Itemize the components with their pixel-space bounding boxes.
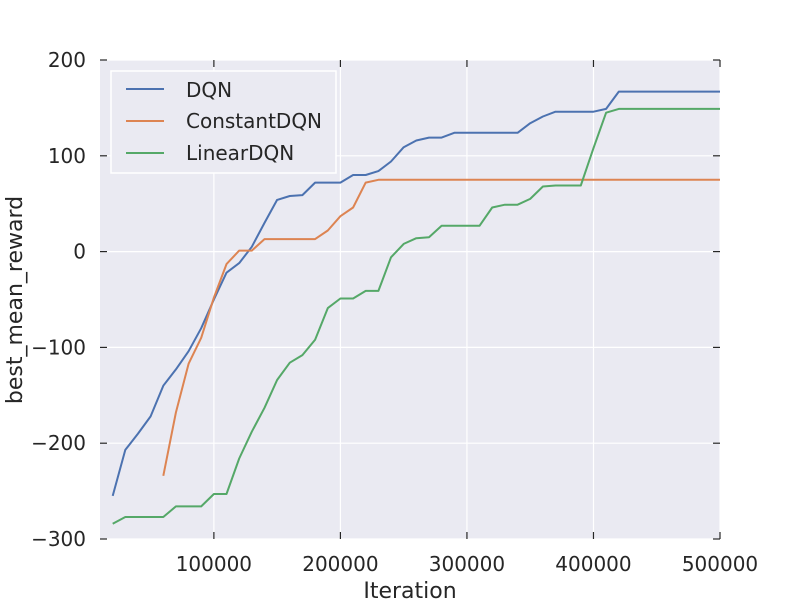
legend-label-dqn: DQN: [186, 78, 232, 102]
y-tick-label: 200: [48, 48, 86, 72]
y-axis-label: best_mean_reward: [3, 196, 28, 404]
y-tick-label: 0: [73, 240, 86, 264]
y-tick-label: 100: [48, 144, 86, 168]
x-tick-label: 300000: [429, 552, 505, 576]
axis-ticks: [100, 59, 721, 540]
x-tick-label: 400000: [555, 552, 631, 576]
x-tick-label: 100000: [176, 552, 252, 576]
y-tick-labels: −300 −200 −100 0 100 200: [31, 48, 86, 551]
y-tick-label: −300: [31, 527, 86, 551]
series-line-constantdqn: [162, 178, 720, 476]
y-tick-label: −200: [31, 431, 86, 455]
legend-label-constantdqn: ConstantDQN: [186, 109, 322, 133]
x-tick-labels: 100000 200000 300000 400000 500000: [176, 552, 758, 576]
series-line-lineardqn: [112, 107, 720, 525]
x-axis-label: Iteration: [363, 579, 456, 600]
x-tick-label: 200000: [302, 552, 378, 576]
x-tick-label: 500000: [682, 552, 758, 576]
y-tick-label: −100: [31, 335, 86, 359]
data-series: [111, 90, 720, 525]
legend-label-lineardqn: LinearDQN: [186, 141, 294, 165]
legend: DQN ConstantDQN LinearDQN: [110, 70, 337, 174]
